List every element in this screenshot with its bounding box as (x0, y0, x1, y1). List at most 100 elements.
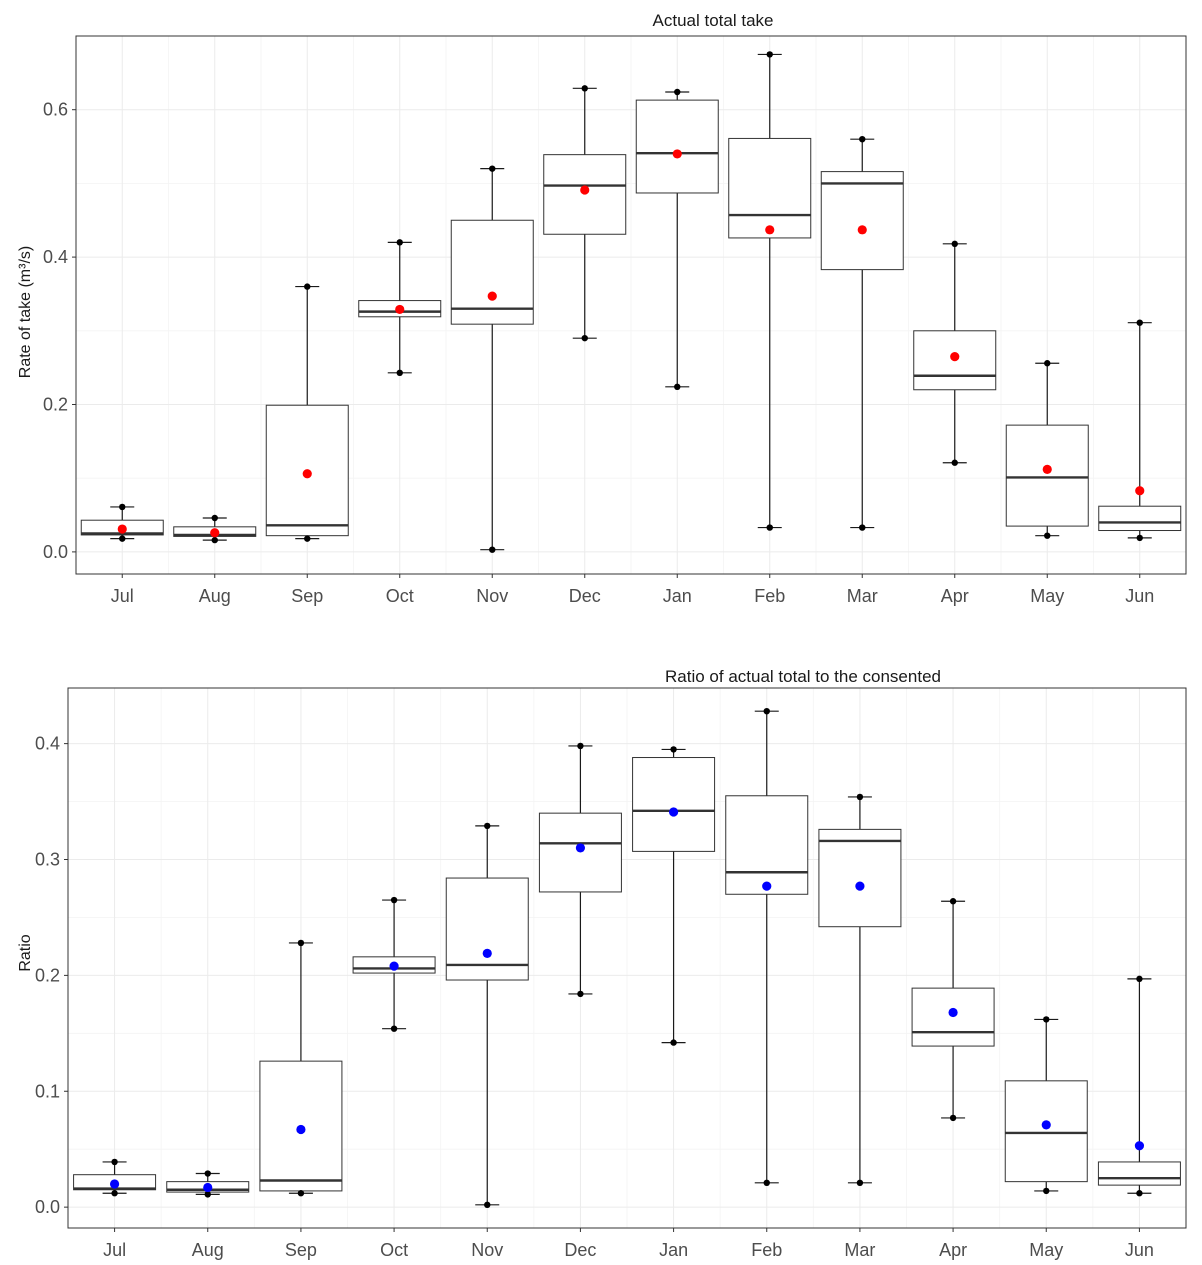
min-point (670, 1039, 677, 1046)
x-tick-label-sep: Sep (285, 1240, 317, 1260)
x-tick-label-feb: Feb (751, 1240, 782, 1260)
iqr-box (911, 987, 995, 1047)
box-group-jul (80, 503, 164, 542)
mean-point (762, 881, 772, 891)
y-tick-label: 0.3 (35, 850, 60, 870)
mean-point (482, 948, 492, 958)
mean-point (1041, 1120, 1051, 1130)
mean-point (395, 304, 405, 315)
bottom-chart-panel: Ratio of actual total to the consented R… (0, 630, 1202, 1265)
max-point (856, 793, 864, 801)
box-group-aug (166, 1170, 250, 1198)
mean-point (765, 225, 775, 235)
box-group-oct (352, 896, 436, 1032)
min-point (949, 1114, 957, 1122)
mean-point (950, 351, 960, 362)
min-point (1043, 1187, 1050, 1195)
bottom-axes: 0.0 0.1 0.2 0.3 0.4 Jul Aug Sep Oct Nov Dec Jan Feb M… (35, 687, 1187, 1260)
bottom-marks (73, 707, 1181, 1209)
box-group-jan (632, 746, 716, 1046)
mean-point (857, 225, 867, 235)
max-point (211, 514, 218, 522)
min-point (766, 524, 773, 531)
box-group-dec (538, 742, 622, 998)
max-point (1136, 975, 1143, 983)
min-point (297, 1190, 305, 1197)
plot-frame (75, 35, 1187, 575)
y-tick-label: 0.2 (35, 965, 60, 985)
mean-point (302, 469, 312, 479)
min-point (484, 1201, 491, 1209)
mean-point (1135, 486, 1145, 496)
max-point (581, 85, 588, 92)
box-group-sep (259, 939, 343, 1197)
mean-point (117, 524, 127, 534)
x-tick-label-aug: Aug (192, 1240, 224, 1260)
x-tick-label-jan: Jan (663, 586, 692, 606)
max-point (763, 707, 770, 715)
x-tick-label-jul: Jul (111, 586, 134, 606)
top-box-plot: Actual total take Rate of take (m³/s) 0.… (17, 11, 1187, 606)
x-tick-label-oct: Oct (380, 1240, 408, 1260)
box-group-sep (265, 283, 349, 542)
min-point (581, 334, 588, 342)
mean-point (109, 1179, 120, 1189)
mean-point (1134, 1141, 1145, 1151)
min-point (763, 1179, 770, 1187)
box-group-apr (913, 240, 997, 466)
mean-point (296, 1124, 306, 1135)
iqr-box (1005, 424, 1089, 527)
min-point (211, 536, 218, 544)
iqr-box (728, 137, 812, 239)
y-tick-label: 0.2 (43, 394, 68, 414)
iqr-box (1004, 1080, 1088, 1183)
top-chart-title: Actual total take (653, 11, 774, 30)
max-point (577, 742, 584, 750)
max-point (766, 51, 773, 58)
min-point (856, 1179, 864, 1187)
x-tick-label-jan: Jan (659, 1240, 688, 1260)
box-group-nov (450, 165, 534, 553)
iqr-box (450, 219, 534, 325)
box-group-jan (635, 88, 719, 391)
iqr-box (725, 795, 809, 895)
plot-frame (67, 687, 1187, 1229)
bottom-chart-ylabel: Ratio (17, 934, 34, 971)
box-group-feb (725, 707, 809, 1187)
max-point (1043, 1016, 1050, 1023)
top-axes: 0.0 0.2 0.4 0.6 Jul Aug Sep Oct Nov Dec Jan Feb Mar A… (43, 35, 1187, 606)
max-point (670, 746, 677, 753)
min-point (951, 459, 958, 466)
mean-point (672, 149, 682, 159)
x-tick-label-dec: Dec (569, 586, 601, 606)
box-group-oct (358, 239, 442, 377)
box-group-jun (1097, 975, 1181, 1197)
min-point (489, 546, 496, 553)
box-group-nov (445, 822, 529, 1209)
max-point (674, 88, 681, 96)
x-tick-label-sep: Sep (291, 586, 323, 606)
iqr-box (1097, 1161, 1181, 1186)
y-tick-label: 0.4 (35, 734, 60, 754)
min-point (304, 535, 311, 542)
y-tick-label: 0.4 (43, 247, 68, 267)
x-tick-label-aug: Aug (199, 586, 231, 606)
max-point (111, 1158, 118, 1166)
iqr-box (632, 757, 716, 852)
max-point (951, 240, 958, 248)
max-point (1044, 360, 1051, 367)
mean-point (855, 881, 865, 891)
max-point (297, 939, 305, 947)
x-tick-label-may: May (1029, 1240, 1063, 1260)
mean-point (575, 843, 586, 853)
mean-point (580, 185, 590, 195)
x-tick-label-nov: Nov (476, 586, 508, 606)
bottom-box-plot: Ratio of actual total to the consented R… (17, 667, 1187, 1260)
min-point (396, 369, 403, 377)
bottom-chart-title: Ratio of actual total to the consented (665, 667, 941, 686)
top-chart-panel: Actual total take Rate of take (m³/s) 0.… (0, 0, 1202, 630)
max-point (396, 239, 403, 246)
min-point (674, 383, 681, 391)
min-point (119, 535, 126, 542)
y-tick-label: 0.0 (43, 542, 68, 562)
